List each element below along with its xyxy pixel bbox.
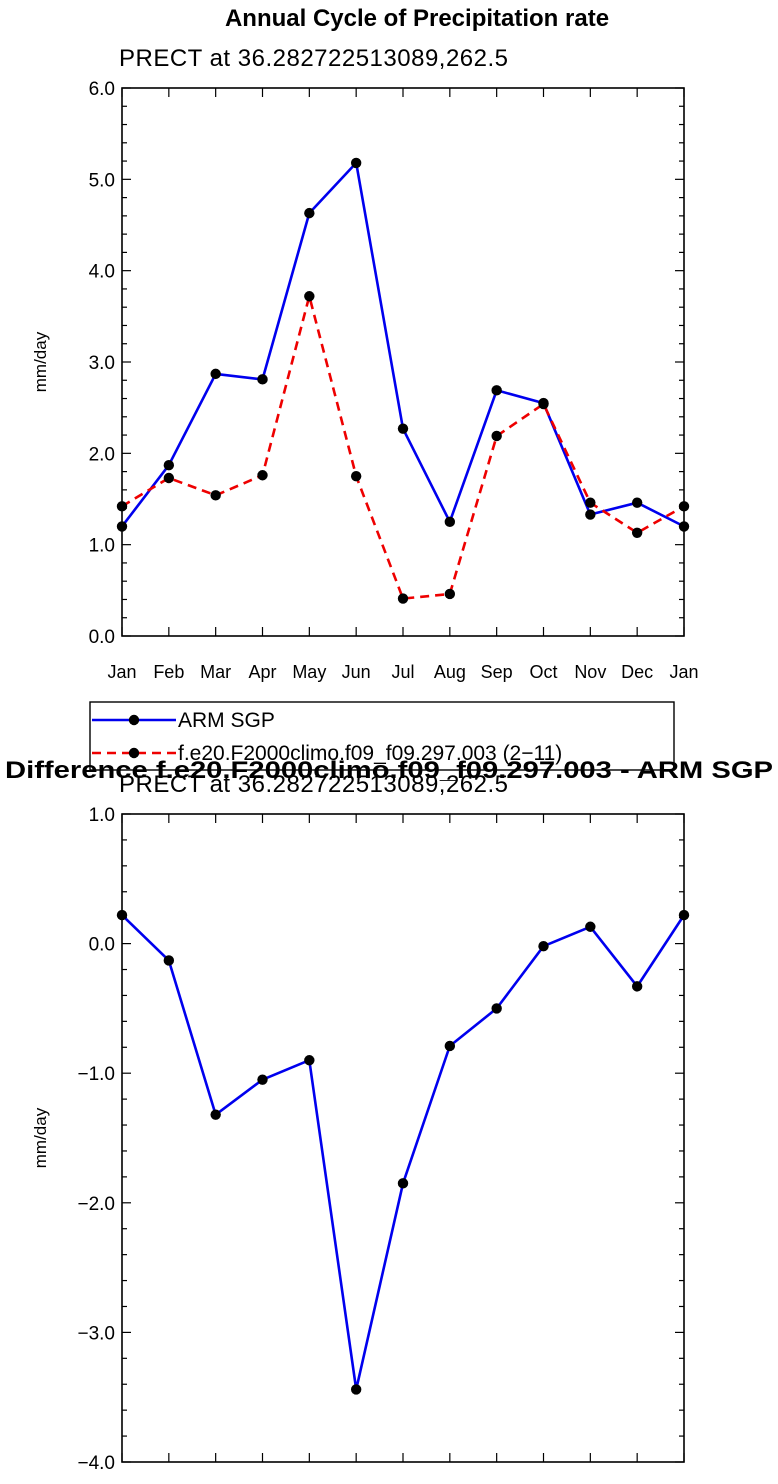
chart-top-xtick-label: Oct — [529, 662, 557, 682]
chart-top-ytick-label: 2.0 — [89, 444, 115, 465]
chart-bottom-series-0-point — [678, 909, 690, 921]
chart-top-series-0-point — [304, 207, 315, 219]
chart-top-ytick-label: 1.0 — [89, 536, 115, 557]
chart-top-series-1-point — [257, 470, 268, 481]
chart-top-series-1-point — [397, 593, 409, 604]
chart-top-ytick-label: 6.0 — [89, 79, 115, 100]
chart-top-xtick-label: Aug — [434, 662, 466, 682]
chart-bottom-ytick-label: −3.0 — [77, 1323, 115, 1344]
chart-top-series-0-point — [631, 497, 643, 508]
chart-top-series-0-point — [491, 385, 502, 396]
chart-bottom-title: Difference f.e20.F2000climo.f09_f09.297.… — [5, 757, 773, 784]
legend-swatch-marker-0 — [128, 714, 140, 726]
chart-bottom-ytick-label: −2.0 — [77, 1194, 115, 1215]
chart-bottom-series-0-point — [491, 1003, 502, 1014]
chart-top-series-1-point — [631, 527, 643, 538]
chart-top-series-1-point — [304, 291, 315, 302]
chart-top-series-0-point — [444, 516, 456, 528]
chart-top-series-0-point — [210, 368, 221, 380]
chart-top-xtick-label: Dec — [621, 662, 653, 682]
legend-box — [89, 701, 675, 771]
chart-top-series-0-point — [585, 509, 596, 520]
chart-bottom-series-0-point — [116, 909, 128, 921]
chart-top-legend: ARM SGP f.e20.F2000climo.f09_f09.297.003 … — [89, 701, 675, 771]
chart-top-xtick-label: Jul — [391, 662, 414, 682]
chart-top-ytick-label: 3.0 — [89, 353, 115, 374]
chart-bottom-series-0-point — [304, 1055, 315, 1066]
chart-top-series-1-point — [585, 497, 596, 508]
chart-top: Annual Cycle of Precipitation rate PRECT … — [31, 5, 699, 771]
chart-bottom-plot-frame — [121, 813, 685, 1463]
chart-top-xtick-label: Sep — [481, 662, 513, 682]
legend-label-0: ARM SGP — [178, 709, 275, 732]
chart-top-series-1-line — [121, 294, 685, 600]
legend-swatch-marker-1 — [128, 747, 140, 759]
chart-top-series-0-point — [116, 521, 128, 532]
chart-bottom-series-0-point — [397, 1178, 409, 1189]
chart-bottom-series-0-point — [163, 955, 175, 966]
chart-bottom-series-0-point — [210, 1109, 221, 1120]
chart-bottom-ytick-label: −4.0 — [77, 1453, 115, 1474]
chart-top-series-0-line — [120, 161, 685, 528]
legend-label-1: f.e20.F2000climo.f09_f09.297.003 (2−11) — [178, 742, 562, 765]
chart-bottom-ylabel: mm/day — [31, 1107, 50, 1168]
chart-top-series-1-point — [444, 588, 456, 600]
chart-top-ylabel: mm/day — [31, 331, 50, 392]
chart-bottom-series-0-point — [538, 940, 549, 952]
chart-top-series-1-point — [163, 472, 175, 484]
chart-top-xtick-label: Apr — [248, 662, 276, 682]
chart-top-series-0-point — [350, 157, 362, 169]
chart-top-series-1-point — [210, 490, 221, 501]
chart-bottom-series-0-line — [121, 914, 686, 1391]
chart-top-series-1-point — [350, 470, 362, 482]
chart-top-xtick-label: Jan — [107, 662, 136, 682]
chart-top-xtick-label: Feb — [153, 662, 184, 682]
chart-bottom-series-0-point — [257, 1074, 268, 1085]
chart-top-ytick-label: 5.0 — [89, 170, 115, 191]
chart-top-series-1-point — [538, 398, 549, 410]
chart-top-series-0-point — [257, 374, 268, 385]
chart-top-title: Annual Cycle of Precipitation rate — [225, 5, 609, 32]
chart-top-xtick-label: May — [292, 662, 326, 682]
chart-top-xtick-label: Jun — [342, 662, 371, 682]
chart-top-series-1-point — [116, 501, 128, 512]
chart-bottom-ytick-label: −1.0 — [77, 1064, 115, 1085]
chart-top-series-0-point — [163, 460, 175, 471]
chart-top-xtick-label: Mar — [200, 662, 231, 682]
chart-bottom-ytick-label: 0.0 — [89, 935, 115, 956]
chart-top-ytick-label: 0.0 — [89, 627, 115, 648]
chart-top-plot-frame — [121, 87, 685, 637]
chart-bottom-ytick-label: 1.0 — [89, 805, 115, 826]
chart-top-xtick-label: Jan — [669, 662, 698, 682]
chart-bottom: Difference f.e20.F2000climo.f09_f09.297.… — [5, 757, 773, 1474]
chart-top-subtitle: PRECT at 36.282722513089,262.5 — [119, 45, 509, 72]
chart-top-series-0-point — [397, 423, 409, 434]
chart-top-series-1-point — [678, 501, 690, 512]
chart-bottom-subtitle: PRECT at 36.282722513089,262.5 — [119, 771, 509, 798]
chart-bottom-series-0-point — [350, 1384, 362, 1395]
chart-bottom-series-0-point — [585, 921, 596, 932]
chart-top-ytick-label: 4.0 — [89, 262, 115, 283]
chart-bottom-series-0-point — [444, 1040, 456, 1052]
chart-top-xtick-label: Nov — [574, 662, 606, 682]
chart-top-series-1-point — [491, 430, 502, 442]
chart-top-series-0-point — [678, 521, 690, 532]
chart-bottom-series-0-point — [631, 981, 643, 992]
